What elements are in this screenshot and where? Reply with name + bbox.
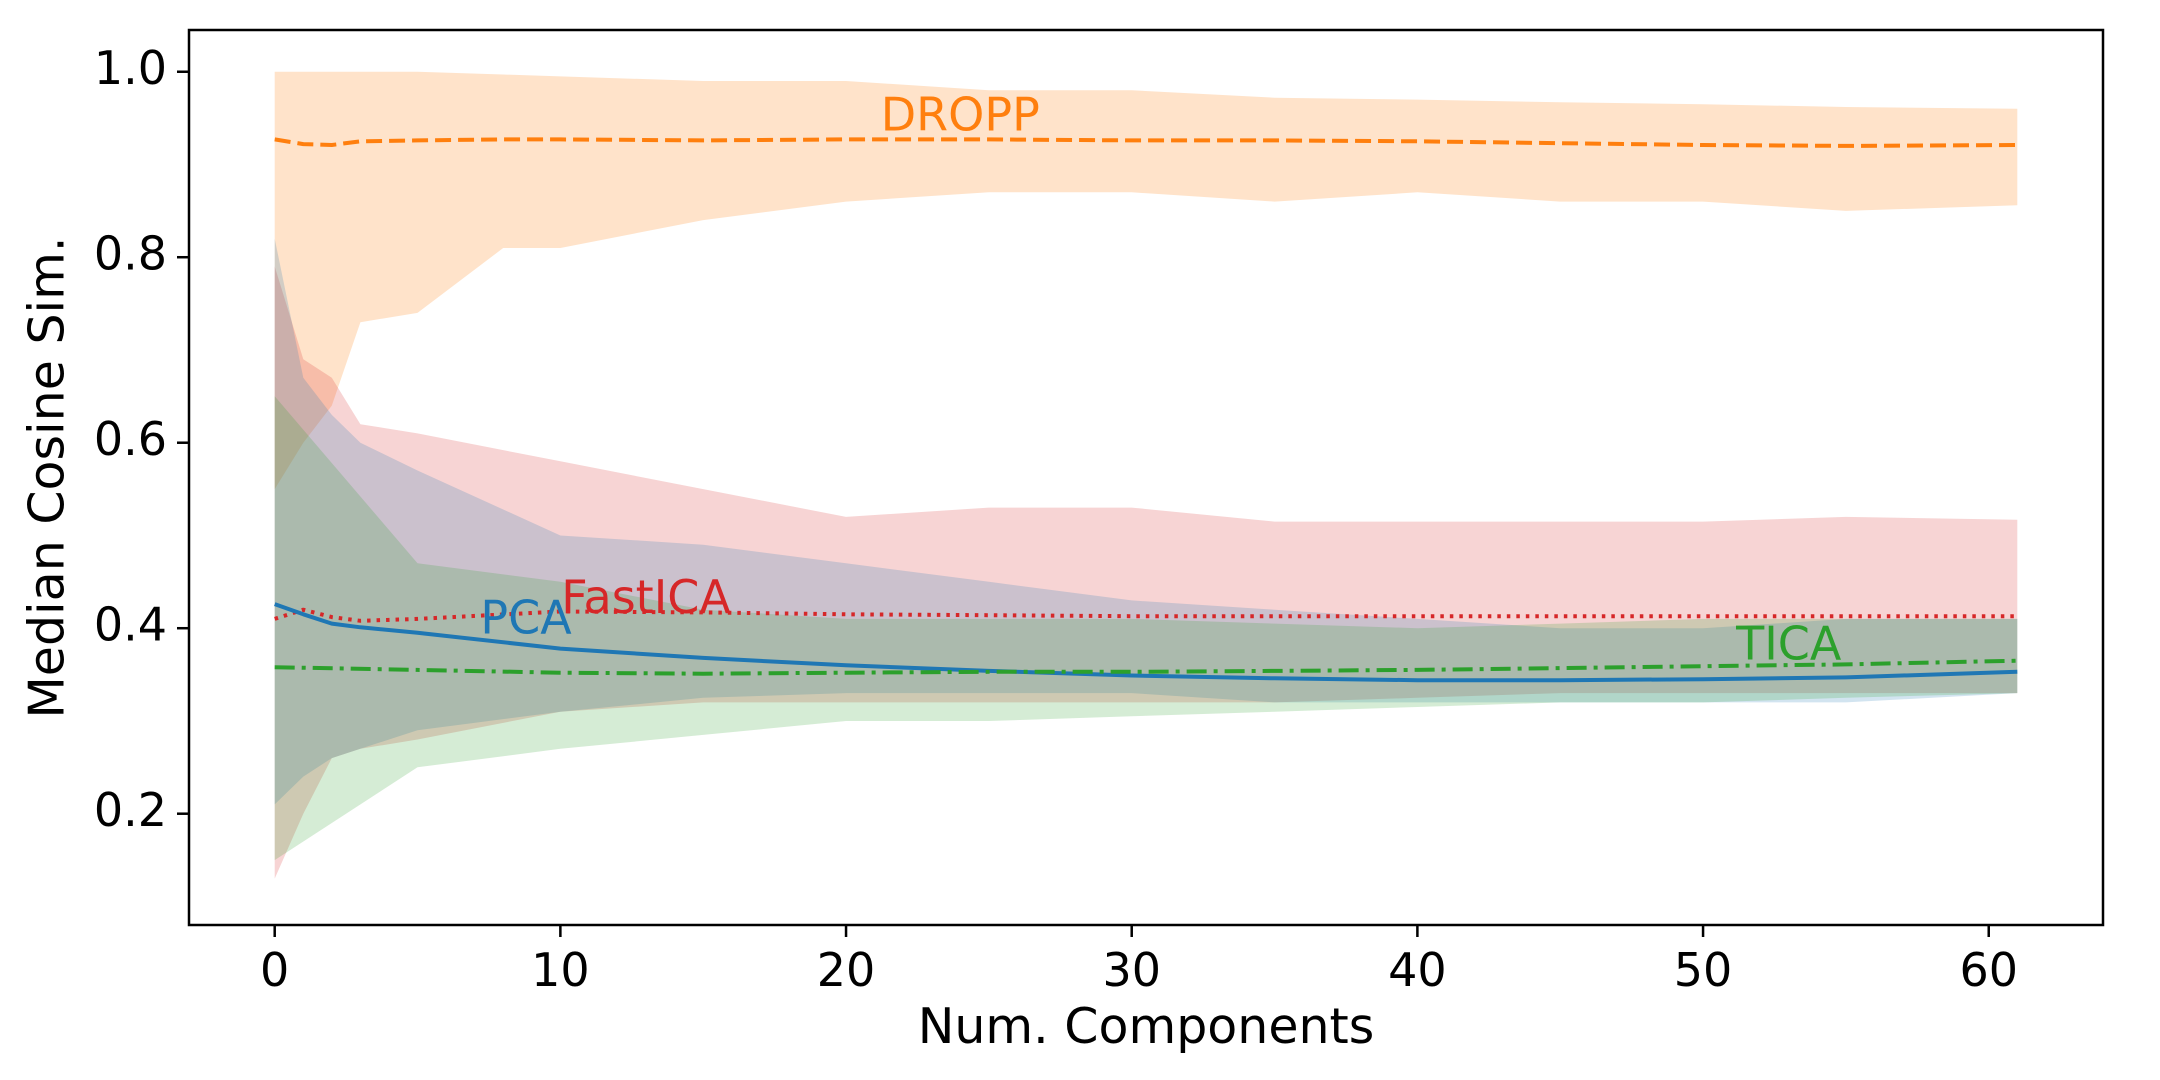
series-line-fastica xyxy=(274,607,2018,623)
y-axis-label: Median Cosine Sim. xyxy=(19,237,76,719)
plot-frame xyxy=(187,28,2105,927)
band-pca xyxy=(274,238,2018,805)
series-label-fastica: FastICA xyxy=(561,570,731,624)
y-tick-label: 0.8 xyxy=(94,227,167,281)
y-axis-ticks: 0.2 0.4 0.6 0.8 1.0 xyxy=(94,41,189,837)
series-line-tica xyxy=(274,658,2018,676)
series-lines xyxy=(274,137,2018,683)
series-label-tica: TICA xyxy=(1735,616,1842,670)
x-tick-label: 0 xyxy=(260,943,289,997)
confidence-bands xyxy=(274,71,2018,879)
x-tick-label: 20 xyxy=(817,943,876,997)
x-tick-label: 50 xyxy=(1674,943,1733,997)
band-fastica xyxy=(274,266,2018,879)
y-tick-label: 0.6 xyxy=(94,412,167,466)
y-tick-label: 1.0 xyxy=(94,41,167,95)
band-dropp xyxy=(274,71,2018,490)
x-tick-label: 10 xyxy=(531,943,590,997)
series-line-dropp xyxy=(274,137,2018,148)
x-tick-label: 40 xyxy=(1388,943,1447,997)
series-label-dropp: DROPP xyxy=(881,88,1040,142)
series-label-pca: PCA xyxy=(480,590,572,644)
y-tick-label: 0.2 xyxy=(94,783,167,837)
x-axis-label: Num. Components xyxy=(918,998,1375,1055)
series-line-pca xyxy=(274,602,2018,683)
y-tick-label: 0.4 xyxy=(94,598,167,652)
band-tica xyxy=(274,396,2018,861)
x-tick-label: 60 xyxy=(1959,943,2018,997)
x-axis-ticks: 0 10 20 30 40 50 60 xyxy=(260,925,2018,997)
x-tick-label: 30 xyxy=(1102,943,1161,997)
